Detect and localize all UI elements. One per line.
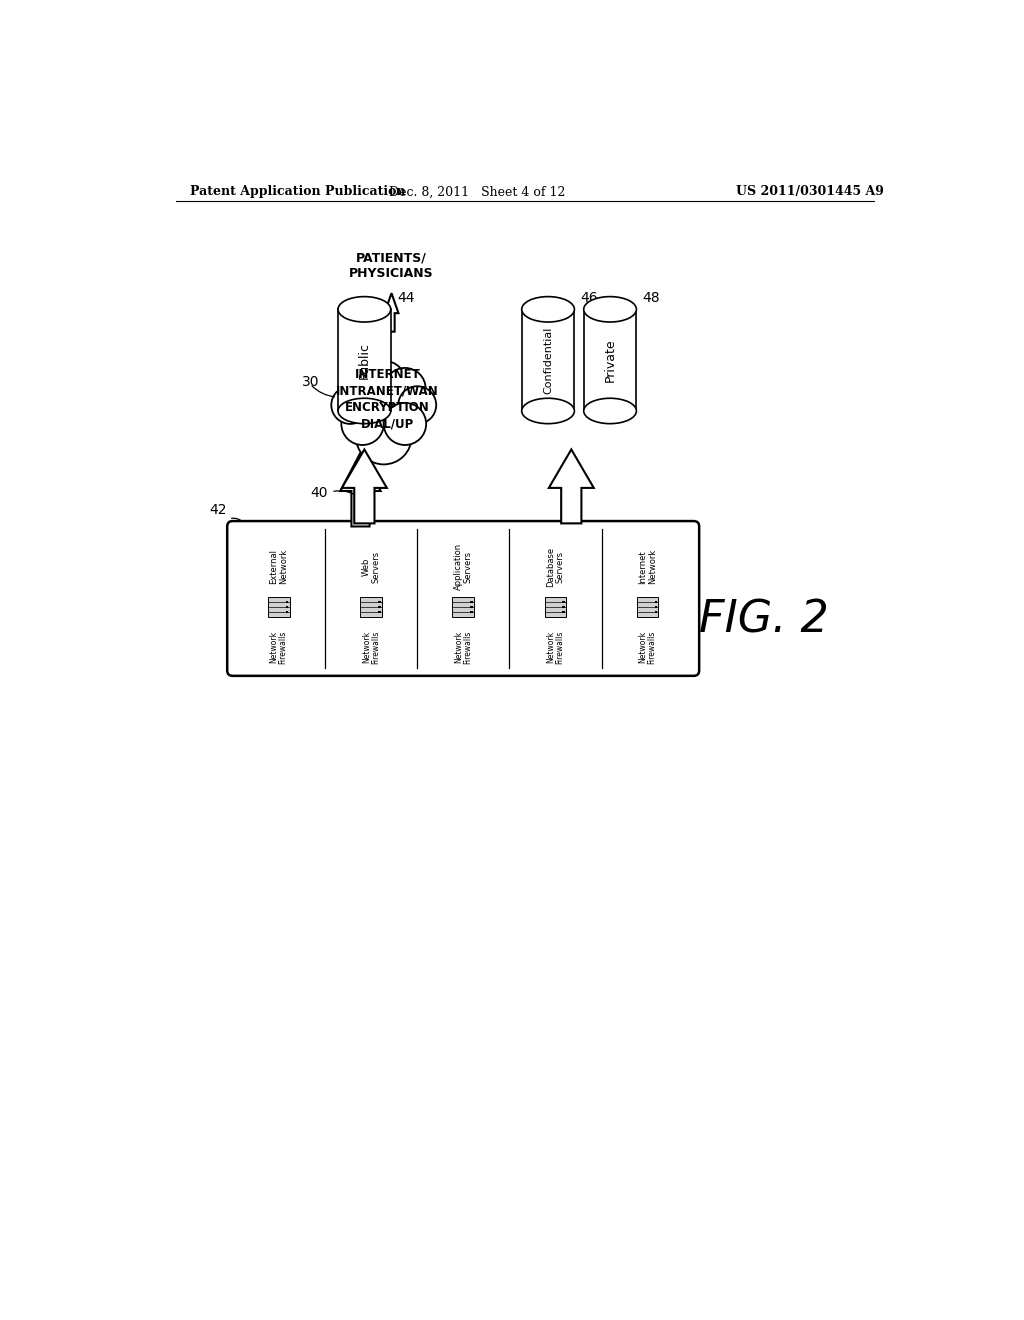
Bar bbox=[378, 601, 381, 603]
Bar bbox=[637, 597, 658, 618]
Ellipse shape bbox=[521, 399, 574, 424]
Text: Web
Servers: Web Servers bbox=[361, 550, 380, 583]
Bar bbox=[562, 611, 565, 614]
Text: Patent Application Publication: Patent Application Publication bbox=[190, 185, 406, 198]
Polygon shape bbox=[549, 450, 594, 524]
Bar bbox=[654, 601, 657, 603]
Text: Database
Servers: Database Servers bbox=[546, 546, 565, 587]
Bar bbox=[654, 606, 657, 609]
Bar bbox=[545, 597, 566, 618]
Circle shape bbox=[398, 387, 436, 424]
Circle shape bbox=[384, 368, 426, 409]
Circle shape bbox=[341, 403, 384, 445]
Polygon shape bbox=[342, 450, 387, 524]
Circle shape bbox=[332, 387, 370, 424]
Bar bbox=[286, 611, 289, 614]
FancyBboxPatch shape bbox=[227, 521, 699, 676]
Bar bbox=[521, 309, 574, 411]
Text: 48: 48 bbox=[643, 290, 660, 305]
Text: 44: 44 bbox=[397, 290, 415, 305]
Bar bbox=[562, 606, 565, 609]
Text: Network
Firewalls: Network Firewalls bbox=[361, 631, 380, 664]
Bar bbox=[286, 601, 289, 603]
Text: Confidential: Confidential bbox=[543, 326, 553, 393]
Bar bbox=[470, 606, 473, 609]
Circle shape bbox=[384, 403, 426, 445]
Ellipse shape bbox=[338, 399, 391, 424]
Text: US 2011/0301445 A9: US 2011/0301445 A9 bbox=[736, 185, 884, 198]
Bar bbox=[470, 611, 473, 614]
Text: FIG. 2: FIG. 2 bbox=[698, 599, 828, 642]
Text: Dec. 8, 2011   Sheet 4 of 12: Dec. 8, 2011 Sheet 4 of 12 bbox=[388, 185, 565, 198]
Circle shape bbox=[356, 409, 412, 465]
Bar bbox=[654, 611, 657, 614]
Text: Private: Private bbox=[603, 338, 616, 381]
Bar bbox=[453, 597, 474, 618]
Ellipse shape bbox=[584, 399, 636, 424]
Text: INTERNET
INTRANET/WAN
ENCRYPTION
DIAL/UP: INTERNET INTRANET/WAN ENCRYPTION DIAL/UP bbox=[336, 368, 439, 430]
Text: Network
Firewalls: Network Firewalls bbox=[455, 631, 472, 664]
Ellipse shape bbox=[521, 297, 574, 322]
Bar bbox=[268, 597, 290, 618]
Text: Network
Firewalls: Network Firewalls bbox=[269, 631, 288, 664]
Bar bbox=[562, 601, 565, 603]
Bar bbox=[286, 606, 289, 609]
Circle shape bbox=[361, 360, 407, 405]
Circle shape bbox=[342, 368, 383, 409]
Polygon shape bbox=[340, 453, 381, 527]
Bar bbox=[378, 606, 381, 609]
Text: PATIENTS/
PHYSICIANS: PATIENTS/ PHYSICIANS bbox=[349, 252, 434, 280]
Text: 40: 40 bbox=[310, 486, 328, 500]
Text: 30: 30 bbox=[302, 375, 319, 388]
Text: Public: Public bbox=[357, 342, 371, 379]
Text: Internet
Network: Internet Network bbox=[638, 549, 657, 585]
Bar bbox=[584, 309, 636, 411]
Text: Network
Firewalls: Network Firewalls bbox=[547, 631, 564, 664]
Text: Application
Servers: Application Servers bbox=[454, 544, 472, 590]
Ellipse shape bbox=[338, 297, 391, 322]
Bar bbox=[338, 309, 391, 411]
Bar bbox=[378, 611, 381, 614]
Bar bbox=[360, 597, 382, 618]
Text: 42: 42 bbox=[209, 503, 226, 517]
Bar bbox=[470, 601, 473, 603]
Polygon shape bbox=[385, 293, 398, 331]
Text: External
Network: External Network bbox=[269, 549, 288, 585]
Ellipse shape bbox=[584, 297, 636, 322]
Text: 46: 46 bbox=[581, 290, 598, 305]
Text: Network
Firewalls: Network Firewalls bbox=[639, 631, 656, 664]
